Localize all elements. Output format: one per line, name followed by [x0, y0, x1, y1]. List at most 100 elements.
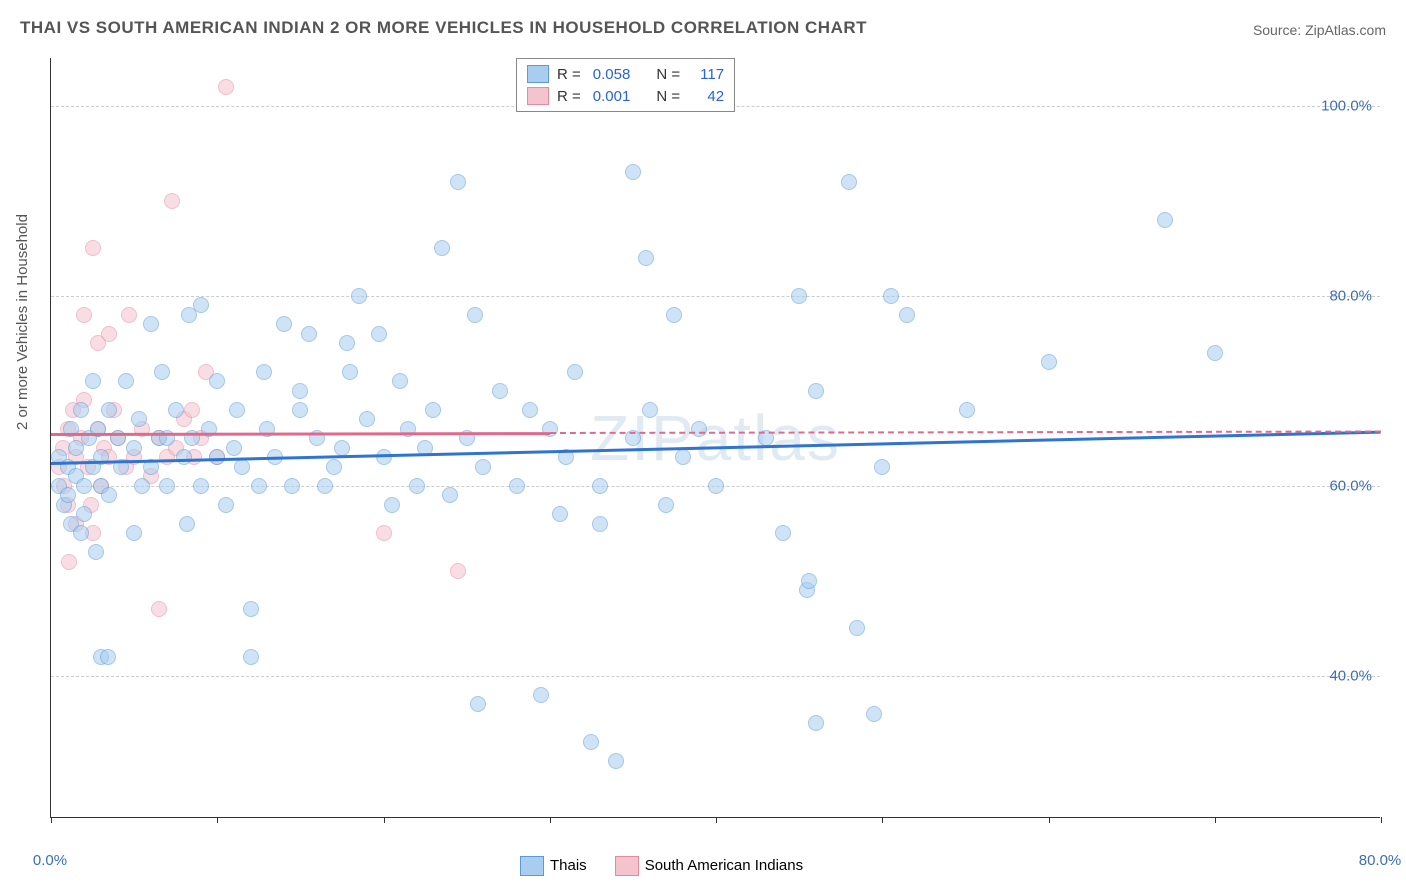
- scatter-point: [184, 402, 200, 418]
- x-tick: [1049, 817, 1050, 823]
- x-tick: [1215, 817, 1216, 823]
- scatter-point: [143, 316, 159, 332]
- stats-legend: R =0.058N =117R =0.001N =42: [516, 58, 735, 112]
- scatter-point: [193, 297, 209, 313]
- scatter-point: [76, 307, 92, 323]
- legend-swatch-icon: [615, 856, 639, 876]
- scatter-point: [60, 487, 76, 503]
- y-tick-label: 80.0%: [1329, 287, 1372, 304]
- scatter-point: [100, 649, 116, 665]
- scatter-point: [168, 402, 184, 418]
- scatter-point: [450, 563, 466, 579]
- scatter-point: [193, 478, 209, 494]
- scatter-point: [243, 649, 259, 665]
- scatter-point: [101, 326, 117, 342]
- scatter-point: [866, 706, 882, 722]
- scatter-point: [849, 620, 865, 636]
- scatter-point: [88, 544, 104, 560]
- scatter-point: [118, 373, 134, 389]
- scatter-point: [256, 364, 272, 380]
- series-legend-label: Thais: [550, 857, 587, 874]
- scatter-point: [691, 421, 707, 437]
- legend-n-value: 42: [692, 88, 724, 105]
- scatter-point: [76, 506, 92, 522]
- scatter-point: [164, 193, 180, 209]
- scatter-point: [76, 478, 92, 494]
- scatter-point: [658, 497, 674, 513]
- scatter-point: [85, 240, 101, 256]
- scatter-point: [229, 402, 245, 418]
- x-tick: [1381, 817, 1382, 823]
- scatter-point: [342, 364, 358, 380]
- legend-r-label: R =: [557, 88, 581, 105]
- scatter-point: [666, 307, 682, 323]
- scatter-point: [339, 335, 355, 351]
- legend-n-label: N =: [656, 66, 680, 83]
- legend-r-value: 0.001: [593, 88, 631, 105]
- x-tick: [550, 817, 551, 823]
- legend-swatch-icon: [520, 856, 544, 876]
- scatter-point: [243, 601, 259, 617]
- scatter-point: [234, 459, 250, 475]
- scatter-point: [592, 478, 608, 494]
- scatter-point: [625, 164, 641, 180]
- trend-line: [51, 430, 1381, 464]
- series-legend-item: Thais: [520, 856, 587, 876]
- y-tick-label: 40.0%: [1329, 667, 1372, 684]
- scatter-point: [126, 440, 142, 456]
- legend-r-value: 0.058: [593, 66, 631, 83]
- scatter-point: [292, 402, 308, 418]
- scatter-point: [226, 440, 242, 456]
- gridline-horizontal: [51, 676, 1380, 677]
- scatter-point: [284, 478, 300, 494]
- scatter-point: [583, 734, 599, 750]
- scatter-point: [301, 326, 317, 342]
- scatter-point: [101, 402, 117, 418]
- scatter-point: [376, 449, 392, 465]
- scatter-point: [533, 687, 549, 703]
- scatter-point: [392, 373, 408, 389]
- scatter-point: [775, 525, 791, 541]
- scatter-point: [791, 288, 807, 304]
- scatter-point: [492, 383, 508, 399]
- scatter-point: [841, 174, 857, 190]
- x-tick-label: 80.0%: [1359, 852, 1402, 869]
- scatter-point: [467, 307, 483, 323]
- trend-line: [51, 432, 550, 435]
- legend-swatch-icon: [527, 65, 549, 83]
- scatter-point: [126, 525, 142, 541]
- scatter-plot-area: ZIPatlas 40.0%60.0%80.0%100.0%: [50, 58, 1380, 818]
- x-tick: [217, 817, 218, 823]
- scatter-point: [1207, 345, 1223, 361]
- source-value: ZipAtlas.com: [1305, 22, 1386, 38]
- scatter-point: [121, 307, 137, 323]
- scatter-point: [73, 402, 89, 418]
- scatter-point: [567, 364, 583, 380]
- scatter-point: [209, 373, 225, 389]
- x-tick: [51, 817, 52, 823]
- x-tick-label: 0.0%: [33, 852, 67, 869]
- x-tick: [882, 817, 883, 823]
- scatter-point: [899, 307, 915, 323]
- scatter-point: [425, 402, 441, 418]
- scatter-point: [522, 402, 538, 418]
- scatter-point: [218, 497, 234, 513]
- scatter-point: [61, 554, 77, 570]
- scatter-point: [552, 506, 568, 522]
- scatter-point: [509, 478, 525, 494]
- x-tick: [716, 817, 717, 823]
- series-legend-item: South American Indians: [615, 856, 803, 876]
- scatter-point: [442, 487, 458, 503]
- scatter-point: [317, 478, 333, 494]
- legend-n-value: 117: [692, 66, 724, 83]
- scatter-point: [326, 459, 342, 475]
- scatter-point: [292, 383, 308, 399]
- x-tick: [384, 817, 385, 823]
- y-tick-label: 100.0%: [1321, 97, 1372, 114]
- scatter-point: [1157, 212, 1173, 228]
- scatter-point: [450, 174, 466, 190]
- scatter-point: [642, 402, 658, 418]
- scatter-point: [131, 411, 147, 427]
- scatter-point: [179, 516, 195, 532]
- scatter-point: [874, 459, 890, 475]
